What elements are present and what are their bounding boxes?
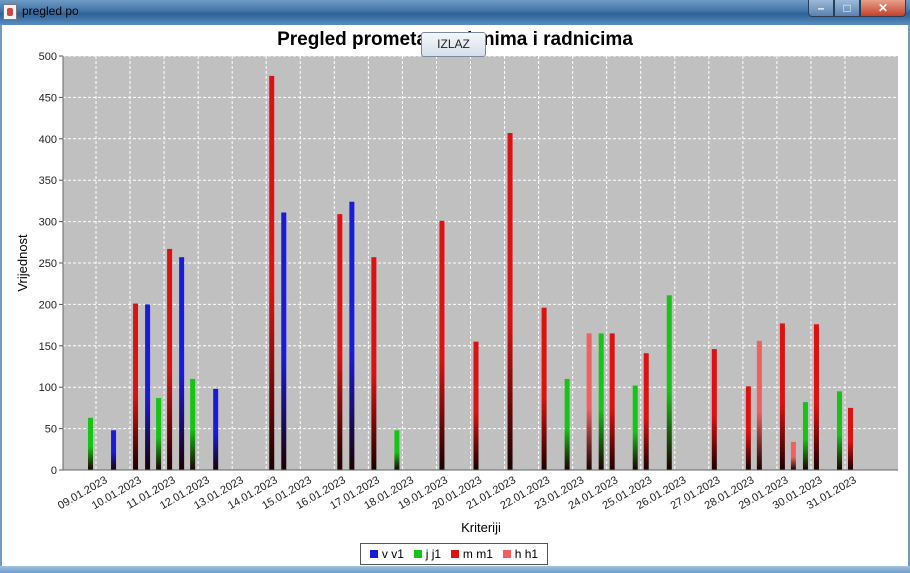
bar-m-m1-13 [541, 307, 547, 470]
legend-label: j j1 [425, 547, 442, 561]
bar-h-h1-20 [790, 441, 796, 470]
bar-m-m1-15 [609, 333, 615, 470]
minimize-button[interactable]: – [808, 0, 834, 17]
bar-j-j1-0 [88, 417, 93, 470]
window-titlebar: pregled po – □ ✕ [0, 0, 910, 25]
y-tick-label: 100 [39, 382, 57, 394]
legend-swatch [450, 550, 459, 558]
bar-v-v1-6 [281, 212, 287, 470]
bar-v-v1-8 [349, 201, 355, 470]
chart-legend: v v1 j j1 m m1 h h1 [360, 543, 548, 565]
legend-item: h h1 [502, 547, 539, 561]
legend-label: v v1 [381, 547, 404, 561]
bar-v-v1-2 [145, 304, 151, 470]
bar-v-v1-1 [111, 430, 117, 470]
y-tick-label: 200 [39, 299, 57, 311]
bar-m-m1-20 [779, 323, 785, 470]
y-tick-label: 300 [39, 217, 57, 229]
bar-m-m1-8 [371, 257, 377, 470]
bar-j-j1-17 [666, 295, 672, 470]
bar-j-j1-21 [802, 402, 808, 470]
bar-j-j1-16 [632, 385, 638, 470]
y-tick-label: 400 [39, 134, 57, 146]
window-title: pregled po [22, 4, 79, 18]
bar-h-h1-14 [586, 333, 592, 470]
bar-m-m1-7 [337, 214, 343, 470]
y-tick-label: 150 [39, 341, 57, 353]
legend-item: v v1 [369, 547, 404, 561]
legend-label: m m1 [462, 547, 493, 561]
exit-button[interactable]: IZLAZ [421, 32, 486, 57]
legend-item: m m1 [450, 547, 493, 561]
bar-v-v1-4 [213, 388, 219, 470]
maximize-button[interactable]: □ [834, 0, 860, 17]
bar-j-j1-22 [837, 391, 842, 470]
close-button[interactable]: ✕ [860, 0, 906, 17]
y-tick-label: 450 [39, 92, 57, 104]
bar-m-m1-19 [745, 386, 751, 470]
bar-m-m1-5 [269, 75, 275, 470]
y-axis-label: Vrijednost [15, 234, 30, 292]
window-frame-right [908, 25, 910, 573]
y-tick-label: 350 [39, 175, 57, 187]
bar-m-m1-11 [473, 341, 479, 470]
bar-j-j1-9 [394, 430, 400, 470]
legend-label: h h1 [514, 547, 539, 561]
y-tick-label: 0 [51, 465, 57, 477]
bar-m-m1-18 [711, 349, 717, 470]
bar-m-m1-22 [848, 407, 853, 470]
legend-swatch [369, 550, 378, 558]
y-tick-label: 500 [39, 51, 57, 63]
window-frame-bottom [0, 566, 910, 573]
bar-m-m1-2 [167, 248, 173, 470]
bar-m-m1-12 [507, 133, 513, 470]
bar-m-m1-16 [643, 353, 649, 470]
window-frame-left [0, 25, 2, 573]
y-tick-label: 250 [39, 258, 57, 270]
bar-h-h1-19 [756, 340, 762, 470]
bar-m-m1-21 [813, 324, 819, 470]
bar-j-j1-14 [564, 378, 570, 470]
bar-j-j1-2 [156, 397, 162, 470]
legend-item: j j1 [413, 547, 442, 561]
bar-m-m1-10 [439, 220, 445, 470]
y-tick-label: 50 [45, 424, 57, 436]
bar-j-j1-15 [598, 333, 604, 470]
bar-series [88, 75, 853, 470]
legend-swatch [502, 550, 511, 558]
bar-v-v1-3 [179, 257, 185, 470]
x-axis-label: Kriteriji [461, 520, 501, 535]
legend-swatch [413, 550, 422, 558]
bar-j-j1-3 [190, 378, 196, 470]
java-app-icon [3, 4, 17, 20]
bar-m-m1-1 [133, 303, 139, 470]
